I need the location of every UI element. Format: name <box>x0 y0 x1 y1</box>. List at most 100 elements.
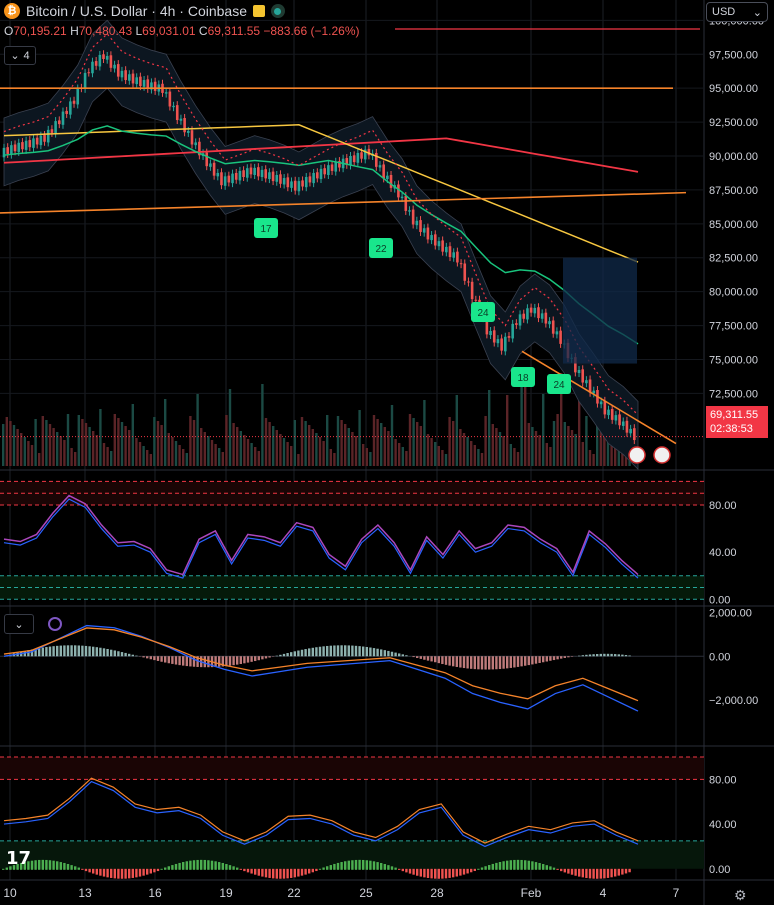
macd-histogram-bar <box>160 656 163 662</box>
osc-histogram-bar <box>23 862 26 870</box>
volume-bar <box>423 400 426 466</box>
volume-bar <box>315 433 318 466</box>
candle-body <box>319 168 323 180</box>
candle-body <box>500 338 503 351</box>
settings-gear-icon[interactable]: ⚙ <box>734 887 747 903</box>
macd-histogram-bar <box>326 645 329 657</box>
osc-histogram-bar <box>534 862 538 870</box>
macd-histogram-bar <box>398 653 401 657</box>
volume-bar <box>236 427 239 466</box>
macd-histogram-bar <box>232 656 235 666</box>
symbol-header[interactable]: ₿ Bitcoin / U.S. Dollar · 4h · Coinbase <box>4 3 285 19</box>
tradingview-logo-icon[interactable]: 17 <box>6 848 32 869</box>
osc-histogram-bar <box>92 868 95 874</box>
candle-body <box>441 240 444 252</box>
price-tick-label: 95,000.00 <box>709 83 758 95</box>
candle-body <box>124 70 127 81</box>
volume-bar <box>120 422 124 466</box>
osc-histogram-bar <box>81 868 84 870</box>
macd-histogram-bar <box>56 645 59 657</box>
macd-histogram-bar <box>142 656 145 658</box>
signal-badge-label: 17 <box>260 224 272 235</box>
macd-histogram-bar <box>110 649 113 657</box>
macd-histogram-bar <box>311 647 314 657</box>
candle-body <box>113 64 116 69</box>
volume-bar <box>606 429 610 466</box>
volume-bar <box>210 440 214 466</box>
signal-badge <box>471 302 495 322</box>
macd-histogram-bar <box>390 651 394 657</box>
volume-bar <box>336 416 340 466</box>
currency-select[interactable]: USD ⌄ <box>706 2 768 22</box>
market-status-icon[interactable] <box>270 4 285 18</box>
macd-histogram-bar <box>480 656 484 670</box>
volume-bar <box>106 447 109 466</box>
osc-histogram-bar <box>610 868 613 878</box>
osc-histogram-bar <box>401 868 404 872</box>
osc-histogram-bar <box>538 863 541 870</box>
candle-body <box>574 357 577 373</box>
volume-bar <box>322 441 325 466</box>
flag-icon[interactable] <box>252 5 265 17</box>
volume-bar <box>466 437 469 466</box>
osc-histogram-bar <box>603 868 606 879</box>
volume-bar <box>297 454 300 466</box>
osc-histogram-bar <box>588 868 592 879</box>
candle-body <box>179 118 183 121</box>
osc-histogram-bar <box>232 866 235 870</box>
candle-body <box>397 184 400 198</box>
candle-body <box>153 81 157 91</box>
time-axis-label: 10 <box>3 886 17 900</box>
macd-histogram-bar <box>236 656 239 665</box>
osc-histogram-bar <box>394 867 397 870</box>
oscillator-tick-label: 40.00 <box>709 819 737 831</box>
osc-histogram-bar <box>138 868 142 877</box>
macd-histogram-bar <box>542 656 545 663</box>
oscillator-tick-label: 80.00 <box>709 774 737 786</box>
pane-collapse-button[interactable]: ⌄ <box>4 614 34 634</box>
volume-bar <box>45 420 48 466</box>
candle-body <box>21 142 24 150</box>
macd-histogram-bar <box>477 656 480 670</box>
volume-bar <box>621 445 624 466</box>
candle-body <box>245 168 249 178</box>
osc-histogram-bar <box>20 862 23 870</box>
supertrend-line <box>3 33 639 416</box>
osc-histogram-bar <box>419 868 422 877</box>
volume-bar <box>38 453 41 466</box>
chevron-down-icon: ⌄ <box>14 618 24 631</box>
us-event-flag-icon <box>653 446 671 464</box>
osc-histogram-bar <box>110 868 113 878</box>
volume-bar <box>138 442 142 466</box>
macd-histogram-bar <box>257 656 260 661</box>
candle-body <box>356 152 360 163</box>
indicators-toggle-button[interactable]: ⌄ 4 <box>4 46 36 65</box>
osc-histogram-bar <box>311 868 314 873</box>
macd-histogram-bar <box>77 645 80 657</box>
candle-body <box>540 313 544 319</box>
candle-body <box>330 164 334 171</box>
volume-bar <box>326 415 329 466</box>
macd-histogram-bar <box>254 656 257 662</box>
ma-100-line <box>3 124 639 263</box>
volume-bar <box>387 431 390 466</box>
volume-bar <box>552 421 556 466</box>
osc-histogram-bar <box>27 861 30 870</box>
osc-histogram-bar <box>520 859 523 870</box>
osc-histogram-bar <box>102 868 106 877</box>
macd-histogram-bar <box>196 656 199 667</box>
macd-histogram-bar <box>354 645 358 657</box>
macd-histogram-bar <box>563 656 566 658</box>
osc-histogram-bar <box>207 860 210 870</box>
osc-histogram-bar <box>113 868 116 879</box>
bar-countdown: 02:38:53 <box>710 423 753 435</box>
candle-body <box>13 144 17 152</box>
symbol-title[interactable]: Bitcoin / U.S. Dollar · 4h · Coinbase <box>26 3 247 19</box>
osc-histogram-bar <box>405 868 408 873</box>
osc-histogram-bar <box>524 860 527 870</box>
candle-body <box>271 171 275 182</box>
volume-bar <box>318 437 322 466</box>
oscillator-tick-label: 80.00 <box>709 500 737 512</box>
volume-bar <box>538 435 541 466</box>
